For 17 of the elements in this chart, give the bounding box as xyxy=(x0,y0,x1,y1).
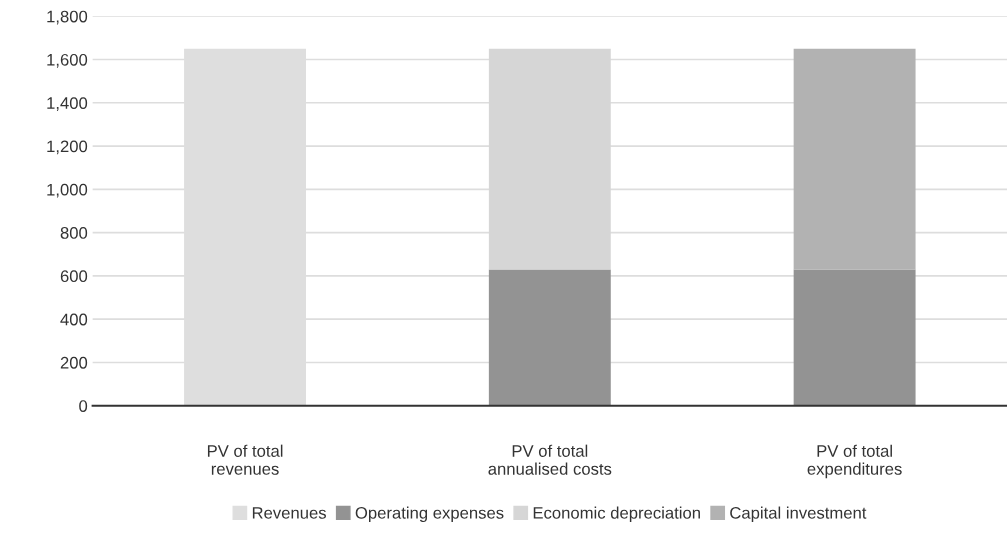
y-tick-label: 1,400 xyxy=(47,97,88,111)
x-tick-label: PV of total revenues xyxy=(207,444,283,475)
legend-label: Revenues xyxy=(252,507,326,519)
y-tick-label: 1,000 xyxy=(47,183,88,198)
y-tick-label: 600 xyxy=(60,270,88,283)
y-tick-label: 800 xyxy=(60,227,88,239)
y-tick-label: 1,600 xyxy=(47,53,88,68)
y-tick-label: 1,800 xyxy=(47,10,88,25)
x-tick-label: PV of total annualised costs xyxy=(488,444,612,475)
y-tick-label: 1,200 xyxy=(47,140,88,155)
legend-label: Operating expenses xyxy=(355,506,504,523)
y-tick-label: 400 xyxy=(60,313,88,326)
y-tick-label: 200 xyxy=(60,356,88,369)
y-tick-label: 0 xyxy=(79,400,88,412)
legend-label: Economic depreciation xyxy=(533,506,700,523)
legend-label: Capital investment xyxy=(730,506,867,523)
x-tick-label: PV of total expenditures xyxy=(807,444,902,479)
